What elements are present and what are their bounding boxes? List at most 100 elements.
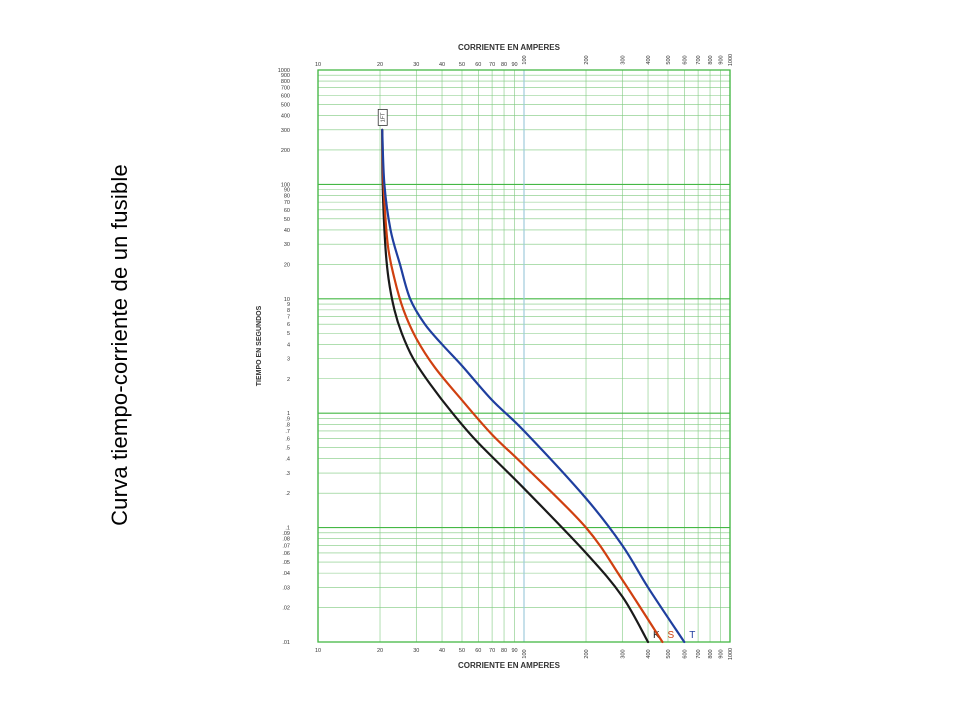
x-tick-label-bottom: 60 (475, 648, 481, 654)
y-tick-label: .04 (282, 571, 290, 577)
y-tick-label: 7 (287, 315, 290, 321)
x-tick-label-top: 60 (475, 62, 481, 68)
y-tick-label: 4 (287, 342, 290, 348)
x-tick-label-top: 10 (315, 62, 321, 68)
y-tick-label: 900 (281, 73, 290, 79)
x-tick-label-bottom: 900 (719, 649, 725, 658)
fuse-rating-annotation: 1FT (377, 108, 388, 126)
x-tick-label-bottom: 80 (501, 648, 507, 654)
y-tick-label: 70 (284, 200, 290, 206)
y-tick-label: 60 (284, 208, 290, 214)
y-tick-label: .6 (285, 437, 290, 443)
y-tick-label: .02 (282, 606, 290, 612)
y-tick-label: .9 (285, 416, 290, 422)
annotation-box (377, 108, 388, 126)
x-axis-title-top: CORRIENTE EN AMPERES (458, 43, 561, 52)
y-tick-label: .08 (282, 537, 290, 543)
x-axis-title-bottom: CORRIENTE EN AMPERES (458, 661, 561, 670)
y-tick-label: 8 (287, 308, 290, 314)
y-axis-title: TIEMPO EN SEGUNDOS (256, 305, 263, 386)
chart-axes (317, 69, 731, 643)
y-tick-label: 2 (287, 377, 290, 383)
series-label-s: S (667, 630, 674, 641)
x-tick-label-top: 500 (666, 55, 672, 64)
y-tick-label: 90 (284, 188, 290, 194)
y-tick-label: 80 (284, 193, 290, 199)
y-tick-label: 40 (284, 228, 290, 234)
y-tick-label: 1 (287, 411, 290, 417)
y-tick-label: .7 (285, 429, 290, 435)
y-tick-label: .8 (285, 422, 290, 428)
y-tick-label: 400 (281, 114, 290, 120)
y-tick-label: .3 (285, 471, 290, 477)
x-tick-label-bottom: 20 (377, 648, 383, 654)
y-tick-label: .06 (282, 551, 290, 557)
y-tick-label: .07 (282, 543, 290, 549)
x-tick-label-bottom: 40 (439, 648, 445, 654)
x-tick-label-top: 900 (719, 55, 725, 64)
x-tick-label-bottom: 500 (666, 649, 672, 658)
x-tick-label-top: 30 (413, 62, 419, 68)
y-tick-label: .09 (282, 531, 290, 537)
y-tick-label: .2 (285, 491, 290, 497)
y-tick-label: 30 (284, 242, 290, 248)
x-tick-label-top: 1000 (728, 54, 734, 66)
x-tick-label-bottom: 300 (620, 649, 626, 658)
y-tick-label: 100 (281, 182, 290, 188)
y-tick-label: 6 (287, 322, 290, 328)
x-tick-label-top: 100 (522, 55, 528, 64)
y-tick-label: .4 (285, 457, 290, 463)
x-tick-label-bottom: 800 (708, 649, 714, 658)
x-tick-label-top: 300 (620, 55, 626, 64)
y-tick-label: .1 (285, 526, 290, 532)
x-tick-label-bottom: 50 (459, 648, 465, 654)
y-tick-label: 600 (281, 93, 290, 99)
y-tick-label: 500 (281, 102, 290, 108)
x-tick-label-top: 50 (459, 62, 465, 68)
y-tick-label: 10 (284, 297, 290, 303)
y-tick-label: 9 (287, 302, 290, 308)
x-tick-label-bottom: 600 (682, 649, 688, 658)
y-tick-label: 200 (281, 148, 290, 154)
y-tick-label: 50 (284, 217, 290, 223)
x-tick-label-bottom: 90 (512, 648, 518, 654)
x-tick-label-top: 800 (708, 55, 714, 64)
x-tick-label-bottom: 100 (522, 649, 528, 658)
x-tick-label-bottom: 10 (315, 648, 321, 654)
x-tick-label-top: 70 (489, 62, 495, 68)
series-line-s (381, 128, 664, 644)
x-tick-label-bottom: 1000 (728, 648, 734, 660)
x-tick-label-top: 700 (696, 55, 702, 64)
chart-tick-labels: 1010202030304040505060607070808090901001… (278, 54, 734, 660)
x-tick-label-bottom: 70 (489, 648, 495, 654)
y-tick-label: .01 (282, 640, 290, 646)
x-tick-label-top: 80 (501, 62, 507, 68)
series-label-k: K (653, 630, 660, 641)
x-tick-label-top: 20 (377, 62, 383, 68)
chart-grid (317, 69, 731, 643)
y-tick-label: 800 (281, 79, 290, 85)
x-tick-label-top: 40 (439, 62, 445, 68)
y-tick-label: 5 (287, 331, 290, 337)
x-tick-label-bottom: 200 (584, 649, 590, 658)
y-tick-label: 3 (287, 357, 290, 363)
x-tick-label-top: 400 (646, 55, 652, 64)
series-line-k (381, 128, 650, 644)
y-tick-label: 300 (281, 128, 290, 134)
y-tick-label: .03 (282, 585, 290, 591)
y-tick-label: .5 (285, 446, 290, 452)
series-line-t (381, 128, 686, 644)
y-tick-label: .05 (282, 560, 290, 566)
x-tick-label-bottom: 30 (413, 648, 419, 654)
x-tick-label-top: 600 (682, 55, 688, 64)
y-tick-label: 700 (281, 86, 290, 92)
x-tick-label-top: 200 (584, 55, 590, 64)
y-tick-label: 20 (284, 262, 290, 268)
series-label-t: T (689, 630, 695, 641)
x-tick-label-bottom: 700 (696, 649, 702, 658)
y-tick-label: 1000 (278, 68, 290, 74)
x-tick-label-bottom: 400 (646, 649, 652, 658)
annotation-label: 1FT (381, 112, 387, 122)
